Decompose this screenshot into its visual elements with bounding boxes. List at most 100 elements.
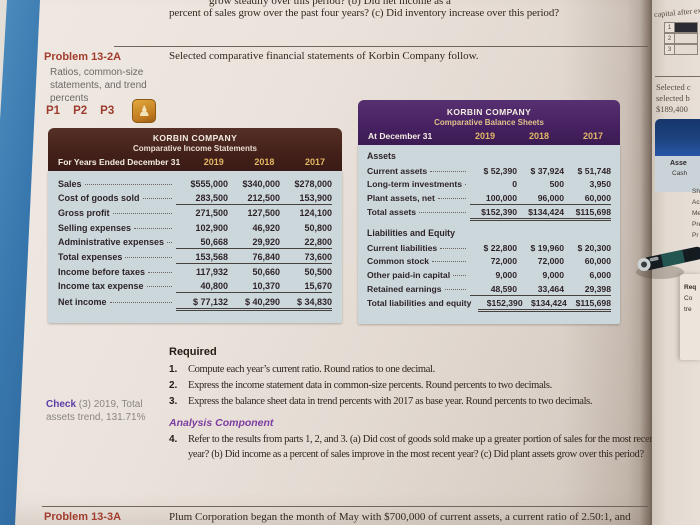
income-year-2018: 2018: [254, 157, 275, 167]
dot-leader: [112, 213, 172, 215]
table-row: Income tax expense 40,800 10,370 15,670: [58, 281, 332, 294]
cell-value: $ 34,830: [280, 297, 332, 311]
balance-header-label: At December 31: [368, 131, 433, 141]
cell-value: 3,950: [589, 179, 611, 190]
table-row: Other paid-in capital 9,000 9,000 6,000: [367, 270, 611, 281]
cell-value: 50,668: [176, 237, 228, 249]
row-label: Current liabilities: [367, 242, 438, 253]
cell-value: $115,698: [566, 298, 611, 313]
cell-value: 60,000: [564, 193, 611, 205]
adjacent-table-body-fragment: Asse Cash: [655, 156, 700, 192]
table-row: Current assets $ 52,390 $ 37,924 $ 51,748: [367, 166, 611, 177]
table-row: Total expenses 153,568 76,840 73,600: [58, 252, 332, 264]
cell-value: 60,000: [584, 256, 611, 267]
item-text: Compute each year’s current ratio. Round…: [188, 364, 435, 375]
section-heading-liabilities: Liabilities and Equity: [367, 228, 455, 239]
balance-company-name: KORBIN COMPANY: [446, 107, 532, 117]
item-text: Express the balance sheet data in trend …: [188, 396, 593, 407]
table-row: Current liabilities $ 22,800 $ 19,960 $ 20,…: [367, 243, 611, 254]
row-label: Retained earnings: [367, 283, 442, 294]
row-label: Income before taxes: [58, 267, 146, 278]
cell-value: 153,568: [176, 252, 228, 264]
dot-leader: [84, 184, 172, 185]
cell-value: $115,698: [564, 207, 611, 222]
required-heading: Required: [169, 346, 217, 358]
cell-value: 9,000: [542, 269, 564, 280]
cell-value: 500: [549, 179, 564, 190]
textbook-page: grow steadily over this period? (b) Did …: [6, 0, 657, 525]
adjacent-side-fragments: Sho Acc Me Pre Pr: [692, 186, 700, 241]
cell-value: $152,390: [470, 207, 517, 222]
cell-value: $ 20,300: [577, 242, 611, 253]
adjacent-text-fragment: $189,400: [656, 104, 688, 114]
row-label: Plant assets, net: [367, 192, 435, 203]
row-label: Selling expenses: [58, 222, 132, 233]
cell-value: $ 19,960: [530, 242, 564, 253]
item-text: Refer to the results from parts 1, 2, an…: [188, 434, 657, 460]
row-label: Common stock: [367, 256, 430, 267]
worksheet-row-number: 3: [664, 44, 675, 55]
income-statement-table: KORBIN COMPANY Comparative Income Statem…: [48, 128, 342, 323]
cell-value: 46,920: [252, 222, 280, 233]
dot-leader: [419, 212, 466, 214]
dot-leader: [432, 261, 466, 263]
cell-value: 22,800: [280, 237, 332, 249]
cell-value: 153,900: [280, 193, 332, 206]
problem-13-3a-intro: Plum Corporation began the month of May …: [169, 511, 631, 523]
dot-leader: [453, 274, 466, 276]
worksheet-row-number: 1: [664, 22, 675, 33]
income-statement-header: KORBIN COMPANY Comparative Income Statem…: [48, 128, 342, 171]
table-row: Plant assets, net 100,000 96,000 60,000: [367, 193, 611, 205]
page-corner-sliver: [0, 0, 7, 120]
table-row: Long-term investments 0 500 3,950: [367, 179, 611, 190]
adjacent-text-fragment: Pre: [692, 221, 700, 228]
dot-leader: [444, 288, 466, 290]
section-divider-rule-bottom: [42, 506, 648, 507]
cell-value: 271,500: [195, 208, 228, 219]
required-item-4: 4. Refer to the results from parts 1, 2, …: [169, 433, 657, 462]
adjacent-bottom-fragments: Req Co tre: [684, 282, 696, 315]
row-label: Long-term investments: [367, 179, 463, 190]
cell-value: 100,000: [470, 193, 517, 205]
adjacent-text-fragment: Co: [684, 295, 693, 302]
dot-leader: [465, 184, 466, 186]
adjacent-page-corner: [680, 274, 700, 360]
objective-p1: P1: [46, 105, 61, 117]
income-header-label: For Years Ended December 31: [58, 157, 181, 167]
row-label: Administrative expenses: [58, 236, 165, 247]
adjacent-text-fragment: Sho: [692, 188, 700, 195]
balance-year-2019: 2019: [474, 131, 495, 141]
dot-leader: [440, 247, 466, 249]
margin-note: Ratios, common-size statements, and tren…: [50, 67, 147, 104]
adjacent-table-text: Asse: [670, 160, 687, 167]
cell-value: $ 52,390: [483, 165, 517, 176]
cell-value: $152,390: [478, 298, 523, 313]
check-note: Check (3) 2019, Total assets trend, 131.…: [46, 398, 166, 424]
cell-value: 127,500: [247, 208, 280, 219]
adjacent-text-fragment: Selected c: [656, 82, 691, 92]
row-label: Total liabilities and equity: [367, 298, 472, 309]
balance-year-2018: 2018: [528, 131, 549, 141]
table-row: Administrative expenses 50,668 29,920 22,80…: [58, 237, 332, 249]
table-row: Sales $555,000 $340,000 $278,000: [58, 179, 332, 190]
dot-leader: [109, 301, 172, 303]
pen-clip: [636, 246, 700, 279]
cell-value: $278,000: [294, 179, 332, 189]
dot-leader: [142, 198, 172, 200]
required-item-1: 1. Compute each year’s current ratio. Rou…: [169, 362, 657, 377]
adjacent-rule: [655, 76, 700, 77]
section-divider-rule: [114, 46, 648, 47]
dot-leader: [146, 286, 172, 288]
check-text: (3) 2019, Total assets trend, 131.71%: [46, 399, 146, 423]
required-section: Required 1. Compute each year’s current r…: [169, 346, 657, 463]
cell-value: 50,660: [252, 267, 280, 278]
balance-year-row: At December 31 2019 2018 2017: [368, 131, 610, 141]
balance-year-2017: 2017: [582, 131, 603, 141]
cell-value: 48,590: [470, 284, 517, 296]
row-label: Total assets: [367, 207, 417, 218]
cell-value: 15,670: [280, 281, 332, 294]
row-label: Other paid-in capital: [367, 269, 451, 280]
dot-leader: [437, 197, 466, 199]
cell-value: 50,500: [304, 267, 332, 278]
income-subtitle: Comparative Income Statements: [132, 144, 258, 153]
